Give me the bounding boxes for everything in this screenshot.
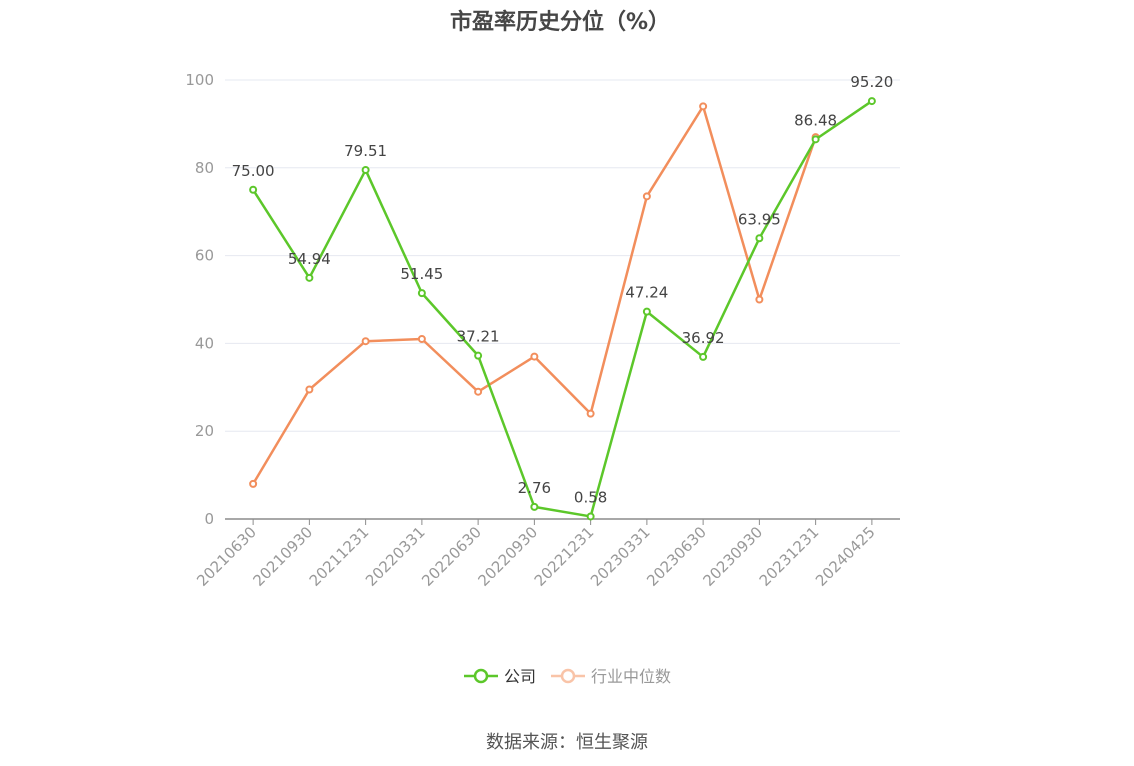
data-point bbox=[361, 337, 370, 346]
x-tick-label: 20231231 bbox=[756, 523, 823, 590]
y-tick-label: 40 bbox=[195, 334, 214, 352]
data-point bbox=[755, 234, 764, 243]
data-label: 95.20 bbox=[850, 73, 893, 91]
data-point bbox=[305, 273, 314, 282]
legend-marker bbox=[560, 668, 576, 684]
data-label: 2.76 bbox=[518, 479, 551, 497]
data-point bbox=[642, 192, 651, 201]
data-point bbox=[361, 165, 370, 174]
data-point bbox=[305, 385, 314, 394]
y-tick-label: 0 bbox=[204, 510, 214, 528]
data-point bbox=[811, 135, 820, 144]
data-point bbox=[530, 502, 539, 511]
series-lines bbox=[249, 97, 876, 521]
x-axis: 2021063020210930202112312022033120220630… bbox=[193, 518, 900, 590]
data-point bbox=[699, 102, 708, 111]
x-tick-label: 20211231 bbox=[306, 523, 373, 590]
data-label: 37.21 bbox=[457, 328, 500, 346]
x-tick-label: 20220630 bbox=[418, 523, 485, 590]
y-tick-label: 80 bbox=[195, 159, 214, 177]
data-point bbox=[249, 185, 258, 194]
data-point bbox=[586, 512, 595, 521]
grid-lines bbox=[225, 79, 900, 432]
data-label: 36.92 bbox=[682, 329, 725, 347]
x-tick-label: 20220930 bbox=[474, 523, 541, 590]
data-point bbox=[474, 351, 483, 360]
x-tick-label: 20230630 bbox=[643, 523, 710, 590]
x-tick-label: 20220331 bbox=[362, 523, 429, 590]
data-label: 54.94 bbox=[288, 250, 331, 268]
data-label: 86.48 bbox=[794, 111, 837, 129]
data-point bbox=[417, 335, 426, 344]
data-point bbox=[417, 289, 426, 298]
data-label: 0.58 bbox=[574, 488, 607, 506]
chart-title: 市盈率历史分位（%） bbox=[449, 10, 671, 35]
data-label: 51.45 bbox=[400, 265, 443, 283]
data-point bbox=[867, 97, 876, 106]
x-tick-label: 20240425 bbox=[812, 523, 879, 590]
data-point bbox=[642, 307, 651, 316]
data-point bbox=[474, 387, 483, 396]
data-point bbox=[249, 479, 258, 488]
data-label: 63.95 bbox=[738, 210, 781, 228]
x-tick-label: 20230930 bbox=[699, 523, 766, 590]
legend: 公司 行业中位数 bbox=[464, 667, 671, 686]
y-axis: 0 20 40 60 80 100 bbox=[185, 71, 214, 528]
legend-label: 公司 bbox=[504, 667, 536, 686]
data-point bbox=[586, 409, 595, 418]
data-label: 79.51 bbox=[344, 142, 387, 160]
x-tick-label: 20210930 bbox=[249, 523, 316, 590]
legend-marker bbox=[473, 668, 489, 684]
series-line bbox=[252, 100, 873, 518]
data-point bbox=[699, 352, 708, 361]
y-tick-label: 20 bbox=[195, 422, 214, 440]
y-tick-label: 100 bbox=[185, 71, 214, 89]
data-point bbox=[755, 295, 764, 304]
source-note: 数据来源：恒生聚源 bbox=[486, 732, 648, 753]
data-point bbox=[530, 352, 539, 361]
x-tick-label: 20230331 bbox=[587, 523, 654, 590]
data-label: 75.00 bbox=[232, 162, 275, 180]
data-labels: 75.00 54.94 79.51 51.45 37.21 2.76 0.58 47.24 36… bbox=[232, 73, 894, 506]
legend-label: 行业中位数 bbox=[591, 667, 671, 686]
x-tick-label: 20210630 bbox=[193, 523, 260, 590]
x-tick-label: 20221231 bbox=[531, 523, 598, 590]
y-tick-label: 60 bbox=[195, 247, 214, 265]
data-label: 47.24 bbox=[625, 284, 668, 302]
